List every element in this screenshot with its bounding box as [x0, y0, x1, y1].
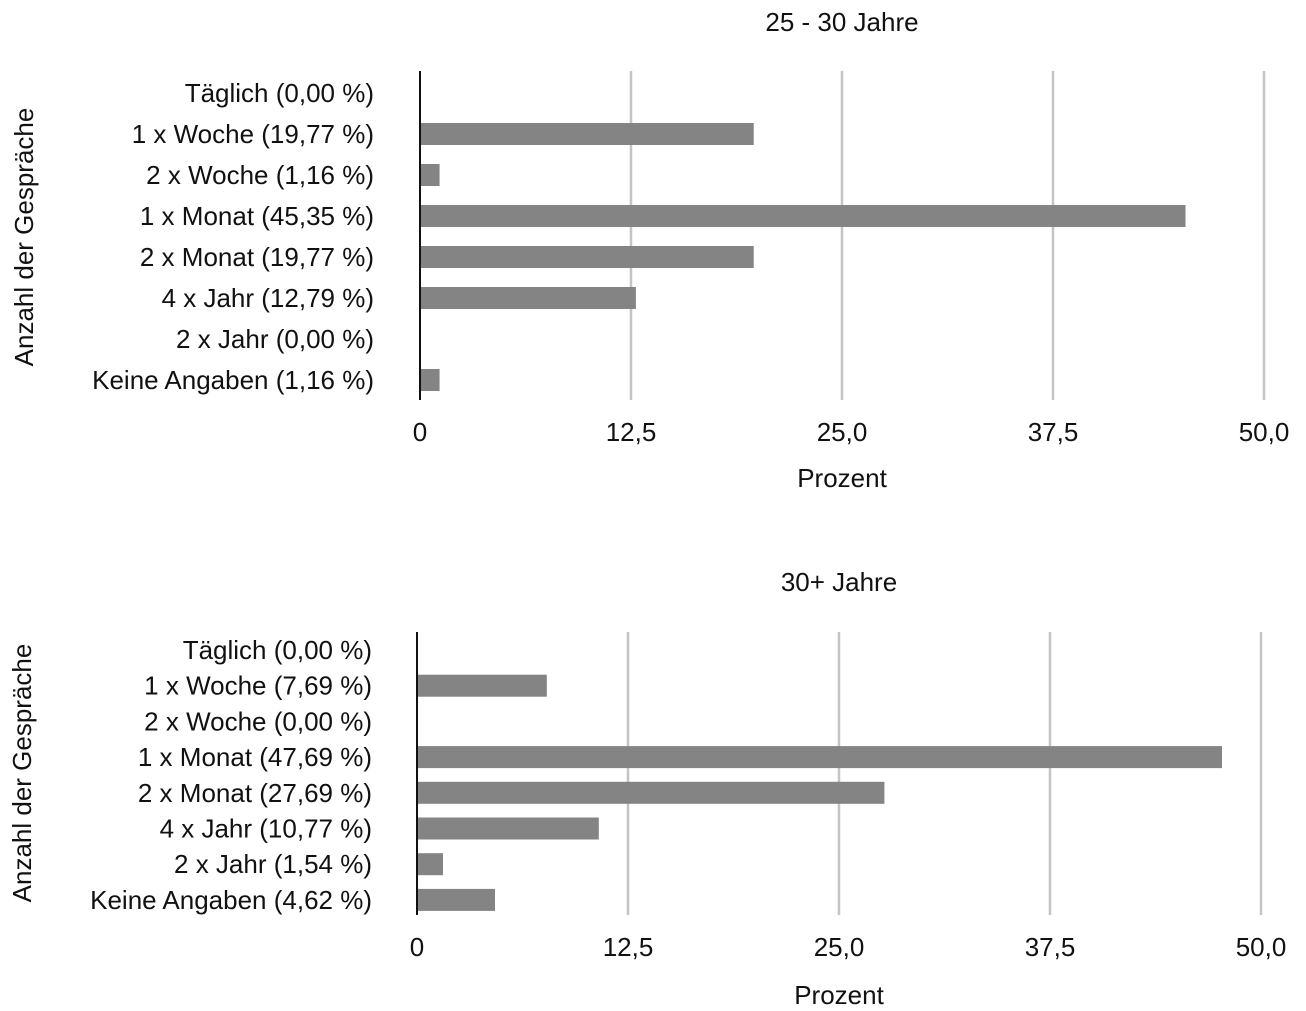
chart-2-y-axis-label: Anzahl der Gespräche — [7, 644, 37, 903]
chart-2-bar-5 — [417, 781, 885, 804]
chart-2-bar-8 — [417, 888, 495, 911]
chart-2-category-label-3: 2 x Woche (0,00 %) — [144, 706, 372, 736]
chart-2-tick-label-4: 37,5 — [1025, 932, 1076, 962]
chart-1-tick-label-5: 50,0 — [1239, 417, 1290, 447]
chart-1-category-label-8: Keine Angaben (1,16 %) — [92, 365, 374, 395]
chart-1-category-label-7: 2 x Jahr (0,00 %) — [176, 324, 374, 354]
chart-1-x-axis-label: Prozent — [797, 463, 887, 493]
chart-1-category-label-3: 2 x Woche (1,16 %) — [146, 160, 374, 190]
chart-2-tick-label-1: 0 — [410, 932, 424, 962]
chart-2-category-label-8: Keine Angaben (4,62 %) — [90, 885, 372, 915]
chart-2-category-label-2: 1 x Woche (7,69 %) — [144, 671, 372, 701]
chart-1-y-axis-label: Anzahl der Gespräche — [9, 108, 39, 367]
chart-2-x-axis-label: Prozent — [794, 980, 884, 1010]
chart-2-bar-6 — [417, 817, 599, 840]
chart-1-bar-8 — [420, 369, 440, 391]
chart-2-tick-label-5: 50,0 — [1236, 932, 1287, 962]
chart-1-category-label-2: 1 x Woche (19,77 %) — [132, 119, 374, 149]
chart-1-category-label-1: Täglich (0,00 %) — [185, 78, 374, 108]
chart-1-category-label-5: 2 x Monat (19,77 %) — [140, 242, 374, 272]
chart-2-tick-label-2: 12,5 — [603, 932, 654, 962]
chart-2-category-label-1: Täglich (0,00 %) — [183, 635, 372, 665]
chart-1-bar-6 — [420, 287, 636, 309]
chart-2-tick-label-3: 25,0 — [814, 932, 865, 962]
chart-2-category-label-4: 1 x Monat (47,69 %) — [138, 742, 372, 772]
chart-1-tick-label-4: 37,5 — [1028, 417, 1079, 447]
chart-1-bar-3 — [420, 164, 440, 186]
chart-1-title: 25 - 30 Jahre — [765, 7, 918, 37]
chart-1-bar-4 — [420, 205, 1186, 227]
chart-1-bar-2 — [420, 123, 754, 145]
chart-1-category-label-4: 1 x Monat (45,35 %) — [140, 201, 374, 231]
chart-2-category-label-7: 2 x Jahr (1,54 %) — [174, 849, 372, 879]
chart-2-bar-7 — [417, 853, 443, 876]
chart-1-tick-label-2: 12,5 — [606, 417, 657, 447]
chart-2-bar-2 — [417, 674, 547, 697]
chart-1-bar-5 — [420, 246, 754, 268]
chart-2-bar-4 — [417, 746, 1223, 769]
chart-2-category-label-6: 4 x Jahr (10,77 %) — [160, 814, 372, 844]
chart-1-tick-label-1: 0 — [413, 417, 427, 447]
chart-2-category-label-5: 2 x Monat (27,69 %) — [138, 778, 372, 808]
chart-1-tick-label-3: 25,0 — [817, 417, 868, 447]
chart-2-title: 30+ Jahre — [781, 567, 897, 597]
chart-1-category-label-6: 4 x Jahr (12,79 %) — [162, 283, 374, 313]
